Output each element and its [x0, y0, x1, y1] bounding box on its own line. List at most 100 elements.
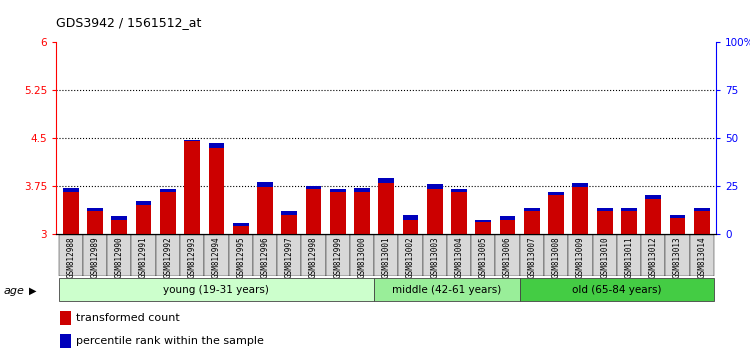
Bar — [160, 192, 176, 234]
Text: GSM813008: GSM813008 — [551, 236, 560, 278]
Bar — [524, 211, 540, 234]
Text: GSM812995: GSM812995 — [236, 236, 245, 278]
Bar — [427, 184, 442, 189]
Bar — [694, 211, 709, 234]
Bar — [209, 143, 224, 148]
Bar — [257, 187, 273, 234]
Bar — [572, 183, 588, 187]
Bar — [330, 189, 346, 192]
Text: GSM813013: GSM813013 — [673, 236, 682, 278]
Bar — [330, 192, 346, 234]
Bar — [378, 178, 394, 183]
Text: age: age — [4, 286, 25, 296]
Bar — [520, 235, 544, 276]
Text: GSM813006: GSM813006 — [503, 236, 512, 278]
Bar — [423, 235, 447, 276]
Text: GSM813014: GSM813014 — [698, 236, 706, 278]
Bar — [354, 188, 370, 192]
FancyBboxPatch shape — [374, 279, 520, 301]
Bar — [670, 218, 686, 234]
Text: GSM813011: GSM813011 — [625, 236, 634, 278]
Bar — [156, 235, 180, 276]
Bar — [302, 235, 326, 276]
Bar — [689, 235, 714, 276]
Bar — [694, 208, 709, 211]
Text: transformed count: transformed count — [76, 313, 180, 323]
Bar — [257, 182, 273, 187]
Bar — [63, 188, 79, 192]
Bar — [645, 195, 661, 199]
Bar — [641, 235, 665, 276]
Text: GSM812994: GSM812994 — [212, 236, 221, 278]
Bar — [204, 235, 229, 276]
FancyBboxPatch shape — [58, 279, 374, 301]
Bar — [112, 219, 128, 234]
Bar — [452, 189, 467, 192]
Text: GSM813009: GSM813009 — [576, 236, 585, 278]
Bar — [209, 148, 224, 234]
Text: GSM812989: GSM812989 — [91, 236, 100, 278]
FancyBboxPatch shape — [520, 279, 714, 301]
Bar — [524, 208, 540, 211]
Bar — [548, 195, 564, 234]
Bar — [136, 205, 152, 234]
Text: GSM813003: GSM813003 — [430, 236, 439, 278]
Bar — [568, 235, 592, 276]
Bar — [281, 211, 297, 215]
Bar — [63, 192, 79, 234]
Bar — [427, 189, 442, 234]
Bar — [476, 219, 491, 222]
Text: GSM812999: GSM812999 — [333, 236, 342, 278]
Bar — [403, 215, 418, 219]
Bar — [452, 192, 467, 234]
Text: GSM812996: GSM812996 — [260, 236, 269, 278]
Bar — [500, 216, 515, 219]
Bar — [59, 334, 71, 348]
Bar — [374, 235, 398, 276]
Bar — [305, 187, 321, 189]
Bar — [645, 199, 661, 234]
Bar — [112, 216, 128, 219]
Bar — [184, 140, 200, 141]
Text: GSM813000: GSM813000 — [358, 236, 367, 278]
Bar — [229, 235, 253, 276]
Text: GSM813004: GSM813004 — [454, 236, 464, 278]
Bar — [87, 207, 103, 211]
Text: GSM813010: GSM813010 — [600, 236, 609, 278]
Text: GSM813001: GSM813001 — [382, 236, 391, 278]
Text: GSM813002: GSM813002 — [406, 236, 415, 278]
Bar — [403, 219, 418, 234]
Bar — [107, 235, 131, 276]
Text: ▶: ▶ — [28, 286, 36, 296]
Bar — [131, 235, 156, 276]
Text: GDS3942 / 1561512_at: GDS3942 / 1561512_at — [56, 16, 202, 29]
Bar — [83, 235, 107, 276]
Text: GSM812993: GSM812993 — [188, 236, 196, 278]
Bar — [180, 235, 204, 276]
Text: GSM812988: GSM812988 — [66, 236, 75, 278]
Text: middle (42-61 years): middle (42-61 years) — [392, 285, 502, 295]
Bar — [471, 235, 496, 276]
Bar — [136, 201, 152, 205]
Text: young (19-31 years): young (19-31 years) — [164, 285, 269, 295]
Bar — [232, 223, 248, 226]
Bar — [281, 215, 297, 234]
Text: GSM813005: GSM813005 — [478, 236, 488, 278]
Bar — [476, 222, 491, 234]
Bar — [496, 235, 520, 276]
Bar — [184, 141, 200, 234]
Text: GSM813007: GSM813007 — [527, 236, 536, 278]
Bar — [500, 219, 515, 234]
Text: GSM812997: GSM812997 — [285, 236, 294, 278]
Text: percentile rank within the sample: percentile rank within the sample — [76, 336, 264, 346]
Bar — [592, 235, 616, 276]
Bar — [398, 235, 423, 276]
Bar — [665, 235, 689, 276]
Bar — [621, 211, 637, 234]
Bar — [544, 235, 568, 276]
Bar — [232, 226, 248, 234]
Text: GSM812998: GSM812998 — [309, 236, 318, 278]
Text: old (65-84 years): old (65-84 years) — [572, 285, 662, 295]
Bar — [350, 235, 374, 276]
Text: GSM812990: GSM812990 — [115, 236, 124, 278]
